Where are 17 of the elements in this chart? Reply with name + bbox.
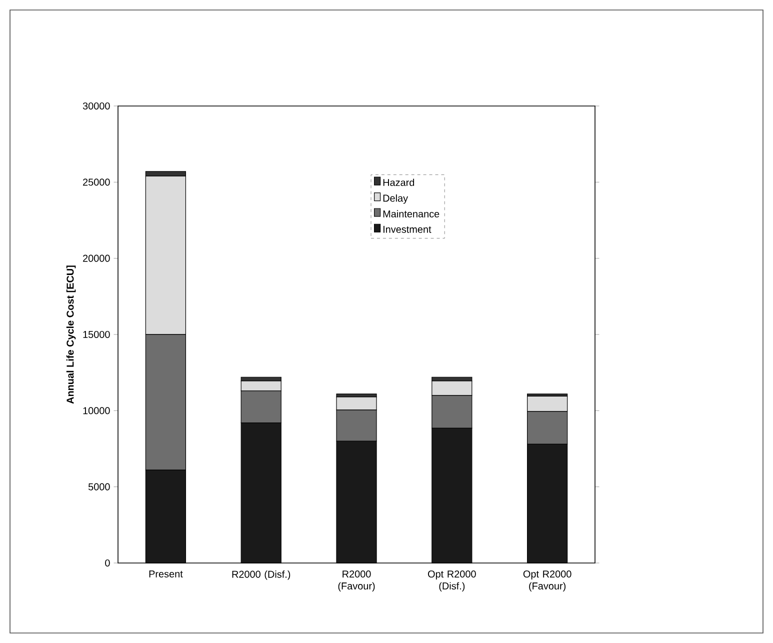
legend-label: Delay — [383, 194, 408, 204]
legend-label: Investment — [383, 226, 432, 233]
legend-label: Hazard — [383, 178, 414, 186]
y-axis-title: Annual Life Cycle Cost [ECU] — [66, 266, 76, 404]
x-tick-label: Present — [149, 570, 183, 578]
y-tick-label: 25000 — [83, 178, 110, 186]
x-tick-label: Opt R2000 (Favour) — [523, 570, 572, 592]
y-tick-label: 20000 — [83, 254, 110, 262]
y-tick-label: 10000 — [83, 407, 110, 414]
x-tick-label: R2000 (Disf.) — [232, 570, 290, 580]
y-tick-label: 5000 — [88, 483, 110, 490]
x-tick-label: Opt R2000 (Disf.) — [428, 570, 476, 592]
y-tick-label: 15000 — [83, 330, 110, 338]
y-tick-label: 0 — [105, 559, 110, 567]
x-tick-label: R2000 (Favour) — [338, 570, 375, 592]
legend-label: Maintenance — [383, 210, 440, 218]
y-tick-label: 30000 — [82, 102, 110, 110]
